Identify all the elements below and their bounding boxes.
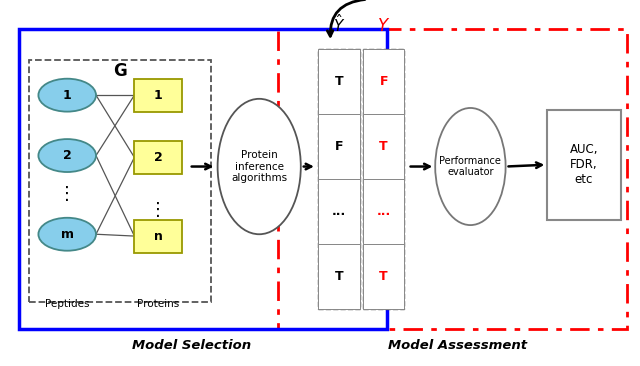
Text: ⋮: ⋮ <box>58 185 76 203</box>
FancyBboxPatch shape <box>318 179 360 244</box>
Text: Model Selection: Model Selection <box>132 339 252 352</box>
FancyBboxPatch shape <box>318 49 360 114</box>
Text: ⋮: ⋮ <box>149 201 168 220</box>
Text: 1: 1 <box>63 89 72 102</box>
Text: 2: 2 <box>63 149 72 162</box>
Circle shape <box>38 79 96 112</box>
FancyBboxPatch shape <box>363 49 404 309</box>
FancyBboxPatch shape <box>547 110 621 220</box>
Text: AUC,
FDR,
etc: AUC, FDR, etc <box>570 143 598 186</box>
Text: F: F <box>335 140 343 153</box>
FancyBboxPatch shape <box>134 79 182 112</box>
FancyBboxPatch shape <box>318 49 360 309</box>
Text: n: n <box>154 229 163 243</box>
Text: Model Assessment: Model Assessment <box>388 339 527 352</box>
Text: T: T <box>380 140 388 153</box>
Text: 1: 1 <box>154 89 163 102</box>
Text: $Y$: $Y$ <box>377 17 390 35</box>
Text: ...: ... <box>332 205 346 219</box>
Text: $\hat{Y}$: $\hat{Y}$ <box>333 13 345 35</box>
FancyBboxPatch shape <box>363 179 404 244</box>
Circle shape <box>38 218 96 251</box>
Text: F: F <box>380 75 388 89</box>
Text: T: T <box>380 270 388 283</box>
Text: Proteins: Proteins <box>137 299 180 309</box>
FancyBboxPatch shape <box>318 114 360 179</box>
Text: Performance
evaluator: Performance evaluator <box>440 156 501 178</box>
Text: m: m <box>61 228 74 241</box>
FancyBboxPatch shape <box>363 114 404 179</box>
Text: ...: ... <box>376 205 391 219</box>
Ellipse shape <box>435 108 506 225</box>
Text: $\mathbf{G}$: $\mathbf{G}$ <box>113 62 127 80</box>
FancyBboxPatch shape <box>363 244 404 309</box>
FancyBboxPatch shape <box>134 141 182 174</box>
Text: 2: 2 <box>154 151 163 164</box>
Text: Protein
inference
algorithms: Protein inference algorithms <box>231 150 287 183</box>
Ellipse shape <box>218 99 301 234</box>
Text: T: T <box>335 75 343 89</box>
Circle shape <box>38 139 96 172</box>
FancyBboxPatch shape <box>134 220 182 253</box>
FancyBboxPatch shape <box>363 49 404 114</box>
FancyBboxPatch shape <box>318 244 360 309</box>
Text: T: T <box>335 270 343 283</box>
Text: Peptides: Peptides <box>45 299 90 309</box>
